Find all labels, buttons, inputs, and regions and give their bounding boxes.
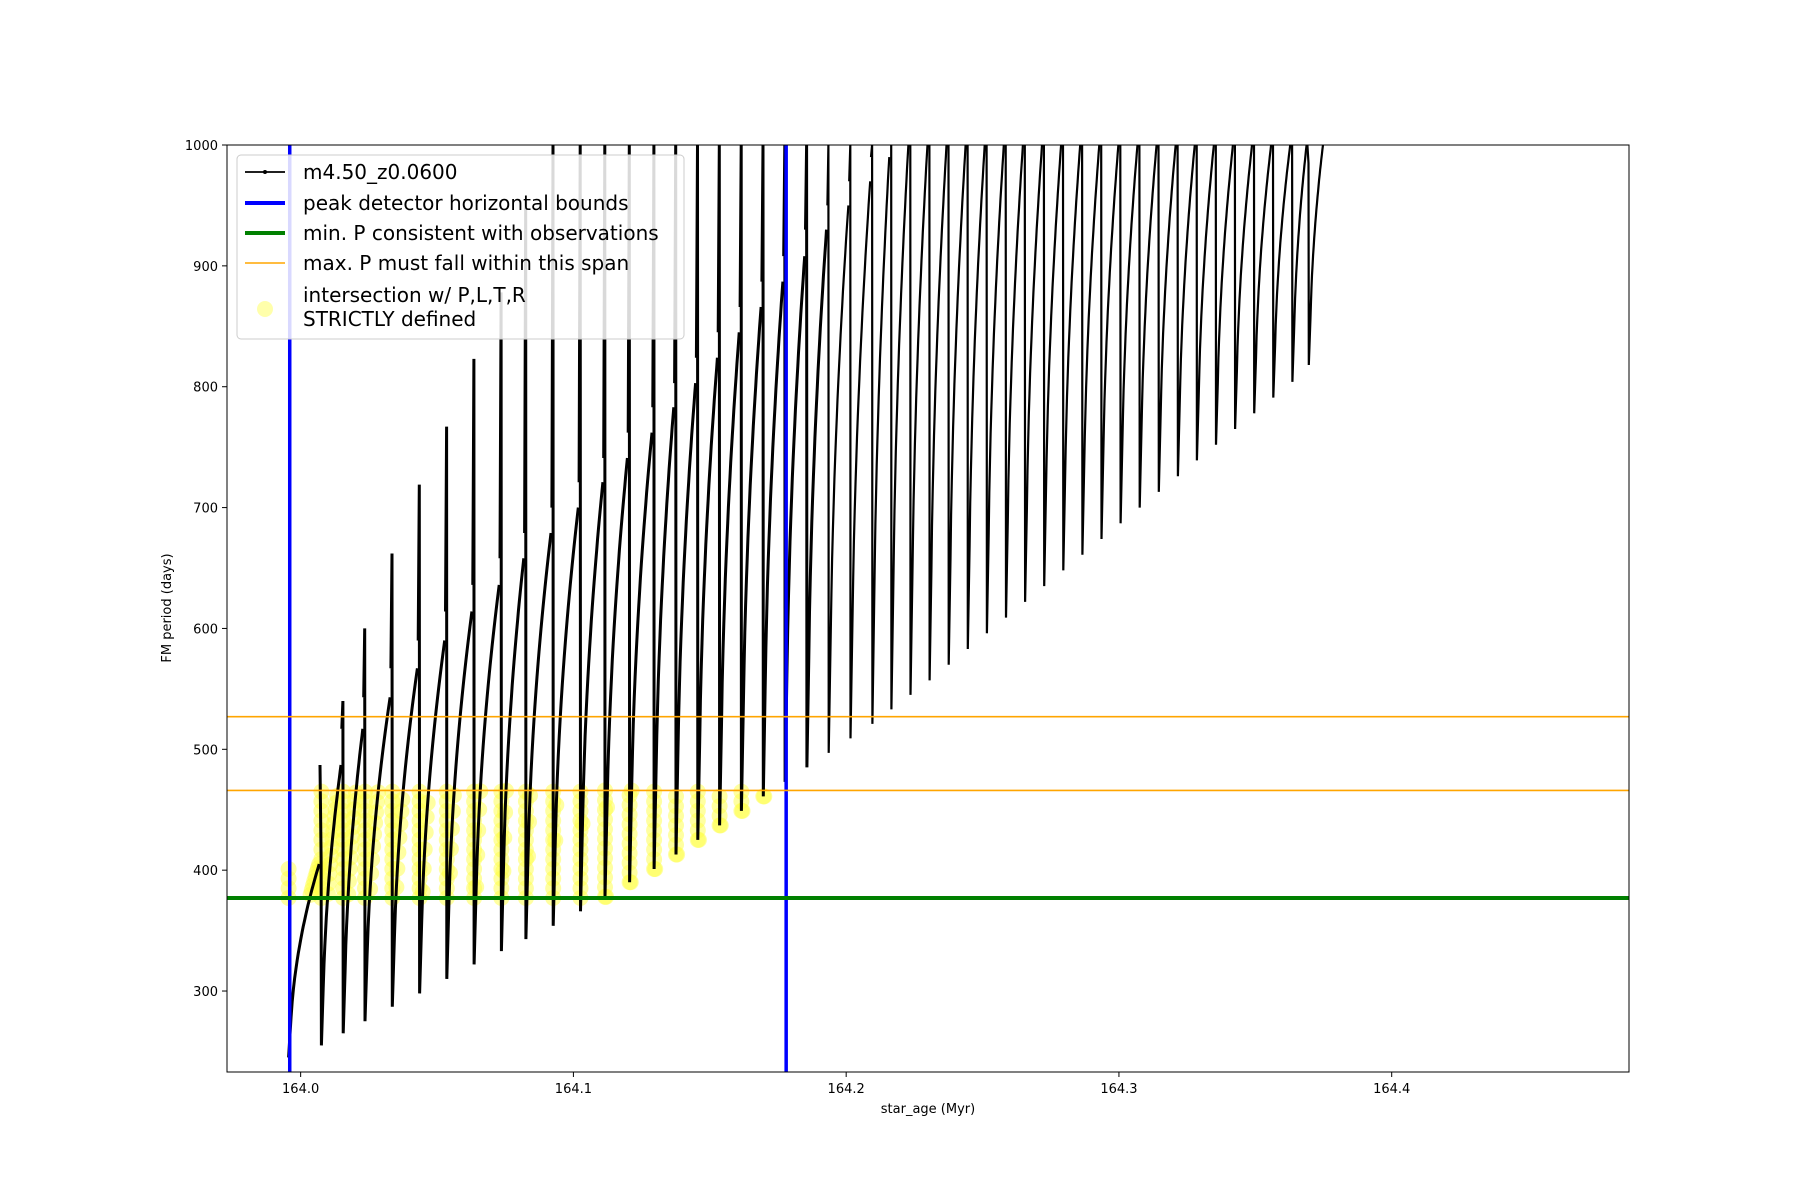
- pulse-line: [890, 145, 910, 710]
- legend-marker-black: [263, 170, 267, 174]
- reference-lines: [227, 145, 1629, 1072]
- pulse-line: [760, 145, 785, 797]
- x-tick-label: 164.1: [555, 1082, 592, 1097]
- pulse-line: [362, 628, 392, 1022]
- pulse-line: [782, 145, 807, 782]
- pulse-line: [869, 145, 891, 724]
- legend: m4.50_z0.0600 peak detector horizontal b…: [236, 154, 685, 340]
- pulse-line: [626, 145, 654, 883]
- legend-label: max. P must fall within this span: [303, 251, 629, 275]
- pulse-line: [928, 145, 948, 681]
- pulse-line: [804, 145, 828, 768]
- pulse-line: [848, 145, 872, 739]
- pulse-line: [1306, 145, 1325, 366]
- pulse-line: [1080, 145, 1101, 555]
- pulse-series: [287, 145, 1325, 1058]
- data-layer: [280, 145, 1325, 1058]
- legend-item-m4-50-z0-0600: m4.50_z0.0600: [245, 160, 458, 184]
- plot-frame: [226, 144, 1630, 1073]
- legend-label: m4.50_z0.0600: [303, 160, 458, 184]
- pulse-line: [1176, 145, 1196, 477]
- x-tick-label: 164.3: [1100, 1082, 1137, 1097]
- legend-item-peak-detector: peak detector horizontal bounds: [245, 191, 629, 215]
- pulse-line: [416, 484, 447, 994]
- pulse-line: [1138, 145, 1158, 508]
- pulse-line: [340, 700, 365, 1034]
- y-tick-label: 1000: [185, 139, 218, 154]
- pulse-line: [602, 145, 629, 897]
- pulse-line: [1061, 145, 1082, 571]
- pulse-line: [1214, 145, 1234, 445]
- pulse-line: [318, 764, 343, 1046]
- legend-label: STRICTLY defined: [303, 307, 476, 331]
- pulse-line: [523, 199, 553, 940]
- y-tick-label: 500: [193, 743, 218, 758]
- pulse-line: [471, 358, 501, 965]
- pulse-line: [966, 145, 986, 650]
- legend-label: intersection w/ P,L,T,R: [303, 283, 526, 307]
- y-tick-label: 700: [193, 502, 218, 517]
- pulse-line: [1290, 145, 1308, 382]
- pulse-line: [1023, 145, 1044, 602]
- pulse-line: [498, 292, 526, 952]
- pulse-line: [1100, 145, 1120, 540]
- y-tick-label: 900: [193, 260, 218, 275]
- legend-item-intersection: intersection w/ P,L,T,R STRICTLY defined: [257, 283, 526, 331]
- pulse-line: [1042, 145, 1063, 587]
- pulse-line: [673, 145, 698, 855]
- pulse-line: [287, 863, 321, 1058]
- legend-marker-yellow: [257, 301, 273, 317]
- legend-item-max-p: max. P must fall within this span: [245, 251, 629, 275]
- pulse-line: [389, 553, 419, 1007]
- pulse-line: [1271, 145, 1292, 398]
- pulse-line: [550, 145, 580, 926]
- pulse-line: [826, 145, 850, 753]
- pulse-line: [738, 145, 763, 811]
- x-tick-label: 164.0: [282, 1082, 319, 1097]
- pulse-line: [444, 426, 474, 979]
- legend-label: min. P consistent with observations: [303, 221, 659, 245]
- x-tick-label: 164.2: [828, 1082, 865, 1097]
- pulse-line: [909, 145, 929, 695]
- pulse-line: [651, 145, 676, 870]
- pulse-line: [1252, 145, 1273, 414]
- legend-label: peak detector horizontal bounds: [303, 191, 629, 215]
- pulse-line: [716, 145, 741, 826]
- pulse-line: [1004, 145, 1024, 618]
- pulse-line: [947, 145, 967, 665]
- y-tick-label: 400: [193, 864, 218, 879]
- pulse-line: [1119, 145, 1139, 524]
- x-axis-label: star_age (Myr): [881, 1102, 975, 1117]
- y-tick-label: 800: [193, 381, 218, 396]
- pulse-line: [1195, 145, 1215, 461]
- pulse-line: [985, 145, 1005, 634]
- pulse-line: [577, 145, 605, 912]
- y-tick-label: 300: [193, 985, 218, 1000]
- x-tick-label: 164.4: [1373, 1082, 1410, 1097]
- legend-item-min-p: min. P consistent with observations: [245, 221, 659, 245]
- y-tick-label: 600: [193, 622, 218, 637]
- pulse-line: [1157, 145, 1177, 492]
- y-axis-label: FM period (days): [160, 553, 175, 662]
- pulse-line: [1233, 145, 1254, 430]
- axes: 164.0 164.1 164.2 164.3 164.4 300 400 500 600 700…: [185, 139, 1410, 1097]
- pulse-line: [694, 145, 719, 840]
- legend-frame: [236, 154, 685, 340]
